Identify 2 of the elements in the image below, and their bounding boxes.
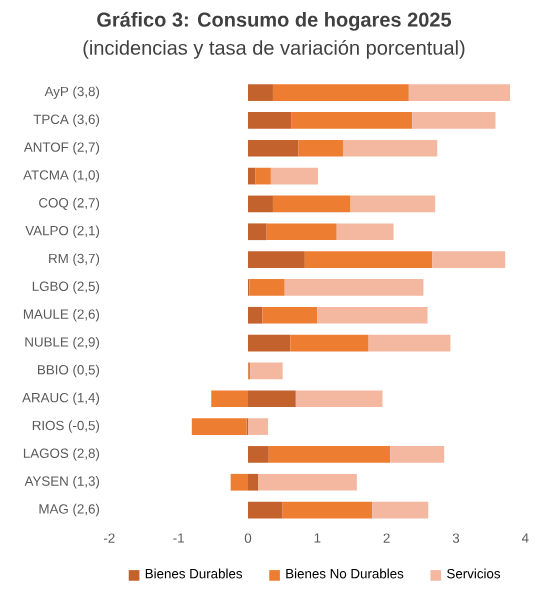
chart-title: Gráfico 3: Consumo de hogares 2025	[97, 11, 452, 31]
chart-subtitle: (incidencias y tasa de variación porcentual)	[83, 39, 465, 59]
